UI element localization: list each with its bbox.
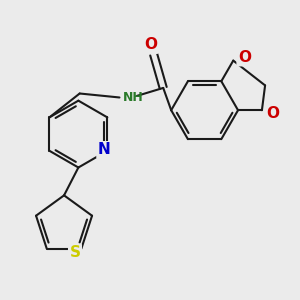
Text: S: S (70, 245, 80, 260)
Text: N: N (98, 142, 110, 158)
Text: O: O (238, 50, 251, 65)
Text: NH: NH (123, 91, 143, 104)
Text: O: O (267, 106, 280, 121)
Text: O: O (144, 38, 157, 52)
